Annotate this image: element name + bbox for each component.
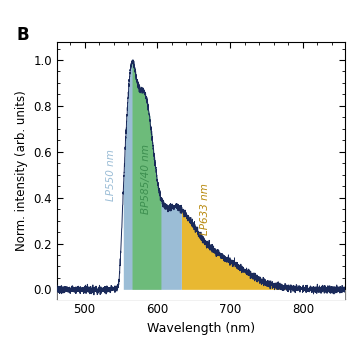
Text: LP550 nm: LP550 nm	[106, 149, 116, 201]
X-axis label: Wavelength (nm): Wavelength (nm)	[147, 322, 255, 335]
Text: LP633 nm: LP633 nm	[200, 183, 210, 235]
Text: BP585/40 nm: BP585/40 nm	[141, 144, 151, 214]
Y-axis label: Norm. intensity (arb. units): Norm. intensity (arb. units)	[15, 90, 28, 251]
Text: B: B	[17, 26, 30, 44]
